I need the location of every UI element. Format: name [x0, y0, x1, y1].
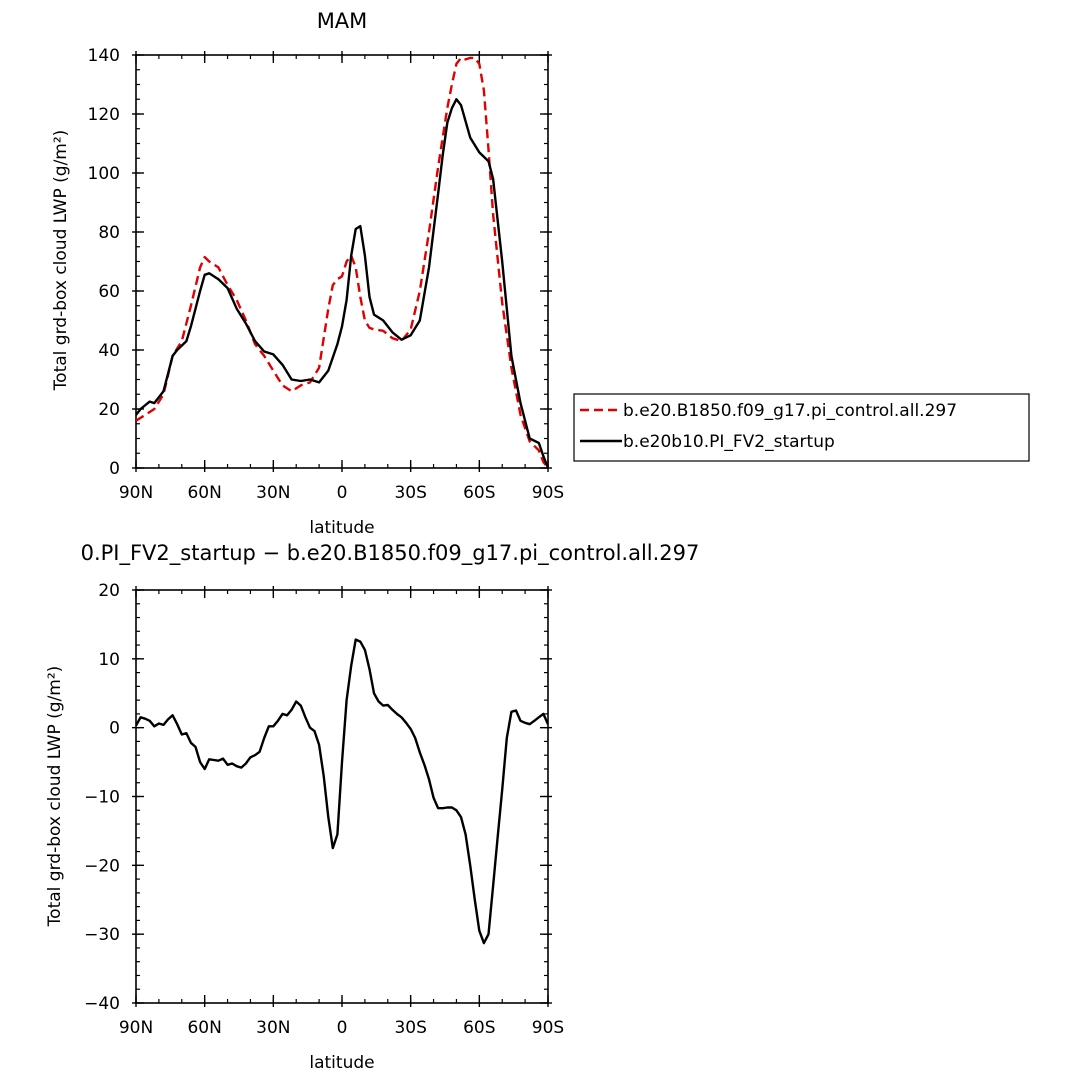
- bottom-x-tick-label: 60S: [463, 1018, 495, 1038]
- bottom-x-tick-label: 90N: [119, 1018, 153, 1038]
- top-y-tick-label: 140: [88, 46, 120, 66]
- top-y-tick-label: 80: [98, 223, 120, 243]
- top-y-tick-label: 60: [98, 282, 120, 302]
- top-y-tick-label: 120: [88, 105, 120, 125]
- top-panel: MAM latitude Total grd-box cloud LWP (g/…: [51, 9, 1030, 538]
- bottom-plot-area: 90N 60N 30N 0 30S 60S 90S −40 −30 −20 −10 0 10 20: [84, 581, 564, 1038]
- bottom-panel: 0.PI_FV2_startup − b.e20.B1850.f09_g17.p…: [45, 541, 699, 1073]
- top-x-axis-label: latitude: [309, 518, 374, 538]
- top-plot-area: 90N 60N 30N 0 30S 60S 90S 0 20 40 60 80 100 120 140: [88, 46, 565, 503]
- legend-label-0: b.e20.B1850.f09_g17.pi_control.all.297: [623, 401, 957, 421]
- bottom-x-tick-label: 0: [337, 1018, 348, 1038]
- top-series-line-0: [136, 56, 548, 469]
- bottom-x-axis-label: latitude: [309, 1053, 374, 1073]
- top-x-tick-label: 60S: [463, 483, 495, 503]
- bottom-y-tick-label: −20: [84, 856, 120, 876]
- top-y-tick-label: 100: [88, 164, 120, 184]
- top-y-tick-label: 20: [98, 400, 120, 420]
- top-x-tick-label: 90S: [532, 483, 564, 503]
- top-x-tick-label: 90N: [119, 483, 153, 503]
- bottom-x-tick-label: 90S: [532, 1018, 564, 1038]
- top-x-tick-label: 30S: [394, 483, 426, 503]
- top-y-axis-label: Total grd-box cloud LWP (g/m²): [51, 130, 71, 392]
- bottom-chart-title: 0.PI_FV2_startup − b.e20.B1850.f09_g17.p…: [81, 541, 700, 566]
- bottom-y-tick-label: −40: [84, 994, 120, 1014]
- bottom-series-line-0: [136, 638, 548, 945]
- legend-box: [573, 393, 1030, 462]
- bottom-y-axis-label: Total grd-box cloud LWP (g/m²): [45, 666, 65, 928]
- bottom-x-tick-label: 30S: [394, 1018, 426, 1038]
- bottom-y-tick-label: 0: [109, 719, 120, 739]
- top-x-tick-label: 60N: [187, 483, 221, 503]
- bottom-x-tick-label: 30N: [256, 1018, 290, 1038]
- bottom-y-tick-label: 20: [98, 581, 120, 601]
- top-chart-title: MAM: [317, 9, 368, 33]
- top-x-tick-label: 30N: [256, 483, 290, 503]
- bottom-x-tick-label: 60N: [187, 1018, 221, 1038]
- bottom-y-tick-label: 10: [98, 650, 120, 670]
- top-y-tick-label: 0: [109, 459, 120, 479]
- top-x-tick-label: 0: [337, 483, 348, 503]
- top-series-line-1: [136, 98, 548, 469]
- legend: b.e20.B1850.f09_g17.pi_control.all.297 b.…: [573, 393, 1030, 462]
- legend-label-1: b.e20b10.PI_FV2_startup: [623, 432, 835, 452]
- bottom-y-tick-label: −30: [84, 925, 120, 945]
- top-y-tick-label: 40: [98, 341, 120, 361]
- bottom-y-tick-label: −10: [84, 788, 120, 808]
